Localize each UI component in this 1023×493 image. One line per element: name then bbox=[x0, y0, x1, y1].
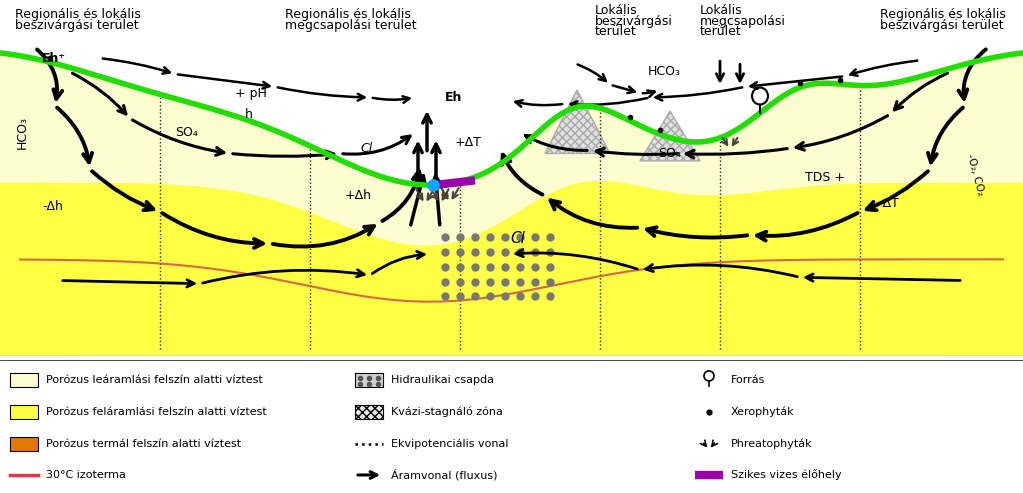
FancyArrowPatch shape bbox=[516, 249, 637, 269]
Text: Regionális és lokális: Regionális és lokális bbox=[285, 8, 411, 22]
FancyArrowPatch shape bbox=[516, 100, 563, 106]
FancyArrowPatch shape bbox=[343, 136, 410, 154]
FancyArrowPatch shape bbox=[178, 74, 269, 89]
Text: Hidraulikai csapda: Hidraulikai csapda bbox=[391, 375, 494, 385]
FancyArrowPatch shape bbox=[383, 171, 421, 221]
FancyArrowPatch shape bbox=[526, 136, 587, 150]
Text: Phreatophyták: Phreatophyták bbox=[731, 439, 812, 449]
FancyArrowPatch shape bbox=[757, 213, 857, 241]
Text: HCO₃: HCO₃ bbox=[15, 116, 29, 149]
Text: Szikes vizes élőhely: Szikes vizes élőhely bbox=[731, 469, 842, 481]
FancyArrowPatch shape bbox=[578, 65, 606, 81]
Bar bbox=[10, 373, 38, 387]
FancyArrowPatch shape bbox=[642, 91, 655, 97]
Polygon shape bbox=[0, 53, 250, 148]
FancyArrowPatch shape bbox=[647, 227, 747, 238]
Text: Porózus feláramlási felszín alatti víztest: Porózus feláramlási felszín alatti vízte… bbox=[46, 407, 267, 417]
FancyArrowPatch shape bbox=[57, 107, 92, 162]
Text: Áramvonal (fluxus): Áramvonal (fluxus) bbox=[391, 469, 497, 481]
Text: beszivárgási terület: beszivárgási terület bbox=[15, 19, 139, 32]
FancyArrowPatch shape bbox=[928, 107, 963, 162]
Text: Eh⁺: Eh⁺ bbox=[42, 52, 66, 65]
Text: Kvázi-stagnáló zóna: Kvázi-stagnáló zóna bbox=[391, 407, 503, 417]
FancyArrowPatch shape bbox=[613, 85, 634, 93]
FancyArrowPatch shape bbox=[686, 148, 788, 158]
Text: Cl: Cl bbox=[360, 141, 372, 155]
FancyArrowPatch shape bbox=[73, 73, 126, 114]
Text: h: h bbox=[244, 108, 253, 121]
Text: Eh: Eh bbox=[445, 91, 462, 104]
FancyArrowPatch shape bbox=[37, 49, 62, 99]
Text: Xerophyták: Xerophyták bbox=[731, 407, 795, 417]
FancyArrowPatch shape bbox=[646, 264, 797, 277]
Text: megcsapolási terület: megcsapolási terület bbox=[285, 19, 416, 32]
Polygon shape bbox=[0, 233, 1023, 354]
Text: Forrás: Forrás bbox=[731, 375, 765, 385]
Bar bbox=[355, 405, 383, 419]
Text: Regionális és lokális: Regionális és lokális bbox=[15, 8, 141, 22]
Text: terület: terület bbox=[700, 26, 742, 38]
FancyArrowPatch shape bbox=[273, 226, 374, 246]
FancyArrowPatch shape bbox=[92, 171, 153, 210]
FancyArrowPatch shape bbox=[372, 251, 425, 274]
FancyArrowPatch shape bbox=[277, 87, 364, 101]
Bar bbox=[355, 373, 383, 387]
Text: megcsapolási: megcsapolási bbox=[700, 15, 786, 28]
FancyArrowPatch shape bbox=[850, 61, 918, 76]
Text: SO₄: SO₄ bbox=[658, 147, 681, 160]
Text: Porózus termál felszín alatti víztest: Porózus termál felszín alatti víztest bbox=[46, 439, 241, 449]
Polygon shape bbox=[545, 90, 610, 153]
Text: Regionális és lokális: Regionális és lokális bbox=[880, 8, 1006, 22]
FancyArrowPatch shape bbox=[596, 148, 677, 156]
Text: Porózus leáramlási felszín alatti víztest: Porózus leáramlási felszín alatti víztes… bbox=[46, 375, 263, 385]
Text: HCO₃: HCO₃ bbox=[648, 66, 681, 78]
Polygon shape bbox=[943, 148, 1023, 354]
FancyArrowPatch shape bbox=[203, 270, 364, 283]
FancyArrowPatch shape bbox=[102, 59, 170, 73]
Text: Cl: Cl bbox=[510, 231, 525, 246]
Text: Lokális: Lokális bbox=[700, 4, 743, 17]
Text: Lokális: Lokális bbox=[595, 4, 637, 17]
FancyArrowPatch shape bbox=[796, 116, 888, 150]
Text: terület: terület bbox=[595, 26, 636, 38]
Polygon shape bbox=[640, 111, 700, 161]
Polygon shape bbox=[0, 148, 80, 354]
Polygon shape bbox=[721, 53, 1023, 164]
Polygon shape bbox=[0, 180, 1023, 354]
Text: -ΔT: -ΔT bbox=[878, 197, 899, 210]
FancyArrowPatch shape bbox=[163, 213, 263, 248]
Bar bbox=[10, 437, 38, 451]
FancyArrowPatch shape bbox=[571, 98, 648, 108]
Text: +Δh: +Δh bbox=[345, 189, 372, 202]
FancyArrowPatch shape bbox=[372, 96, 409, 103]
Bar bbox=[10, 405, 38, 419]
FancyArrowPatch shape bbox=[62, 280, 194, 287]
FancyArrowPatch shape bbox=[751, 76, 842, 89]
Text: SO₄: SO₄ bbox=[175, 126, 197, 139]
Text: TDS +: TDS + bbox=[805, 172, 845, 184]
Text: +ΔT: +ΔT bbox=[455, 137, 482, 149]
Polygon shape bbox=[0, 53, 1023, 354]
Text: beszivárgási: beszivárgási bbox=[595, 15, 673, 28]
FancyArrowPatch shape bbox=[233, 151, 333, 159]
Text: + pH: + pH bbox=[235, 87, 267, 100]
Polygon shape bbox=[0, 53, 1023, 245]
FancyArrowPatch shape bbox=[656, 87, 743, 101]
Text: Ekvipotenciális vonal: Ekvipotenciális vonal bbox=[391, 439, 508, 449]
FancyArrowPatch shape bbox=[550, 200, 637, 228]
Text: beszivárgási terület: beszivárgási terület bbox=[880, 19, 1004, 32]
FancyArrowPatch shape bbox=[132, 120, 224, 155]
FancyArrowPatch shape bbox=[866, 171, 928, 210]
FancyArrowPatch shape bbox=[502, 155, 542, 195]
FancyArrowPatch shape bbox=[959, 49, 986, 99]
Text: -O₂, CO₂: -O₂, CO₂ bbox=[965, 153, 986, 197]
Text: -Δh: -Δh bbox=[42, 200, 62, 213]
FancyArrowPatch shape bbox=[806, 274, 961, 281]
Text: 30°C izoterma: 30°C izoterma bbox=[46, 470, 126, 480]
FancyArrowPatch shape bbox=[894, 73, 947, 110]
